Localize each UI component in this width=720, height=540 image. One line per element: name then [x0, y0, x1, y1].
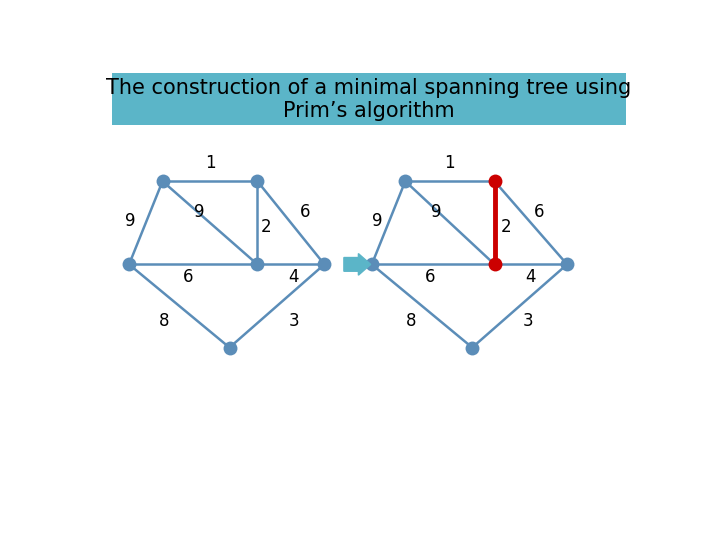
Text: 1: 1: [444, 153, 455, 172]
Text: 6: 6: [534, 204, 544, 221]
Text: 6: 6: [425, 268, 436, 286]
Text: 4: 4: [526, 268, 536, 286]
Text: 9: 9: [194, 204, 204, 221]
Text: 1: 1: [204, 153, 215, 172]
FancyBboxPatch shape: [112, 73, 626, 125]
FancyArrow shape: [344, 254, 371, 275]
Text: 2: 2: [500, 218, 511, 236]
Text: 6: 6: [300, 204, 310, 221]
Text: 8: 8: [405, 312, 416, 329]
Text: 9: 9: [125, 212, 135, 230]
Text: The construction of a minimal spanning tree using
Prim’s algorithm: The construction of a minimal spanning t…: [107, 78, 631, 121]
Text: 4: 4: [289, 268, 299, 286]
Text: 9: 9: [372, 212, 382, 230]
Text: 9: 9: [431, 204, 441, 221]
Text: 3: 3: [288, 312, 299, 329]
Text: 6: 6: [182, 268, 193, 286]
Text: 8: 8: [158, 312, 169, 329]
Text: 2: 2: [261, 218, 271, 236]
Text: 3: 3: [523, 312, 534, 329]
